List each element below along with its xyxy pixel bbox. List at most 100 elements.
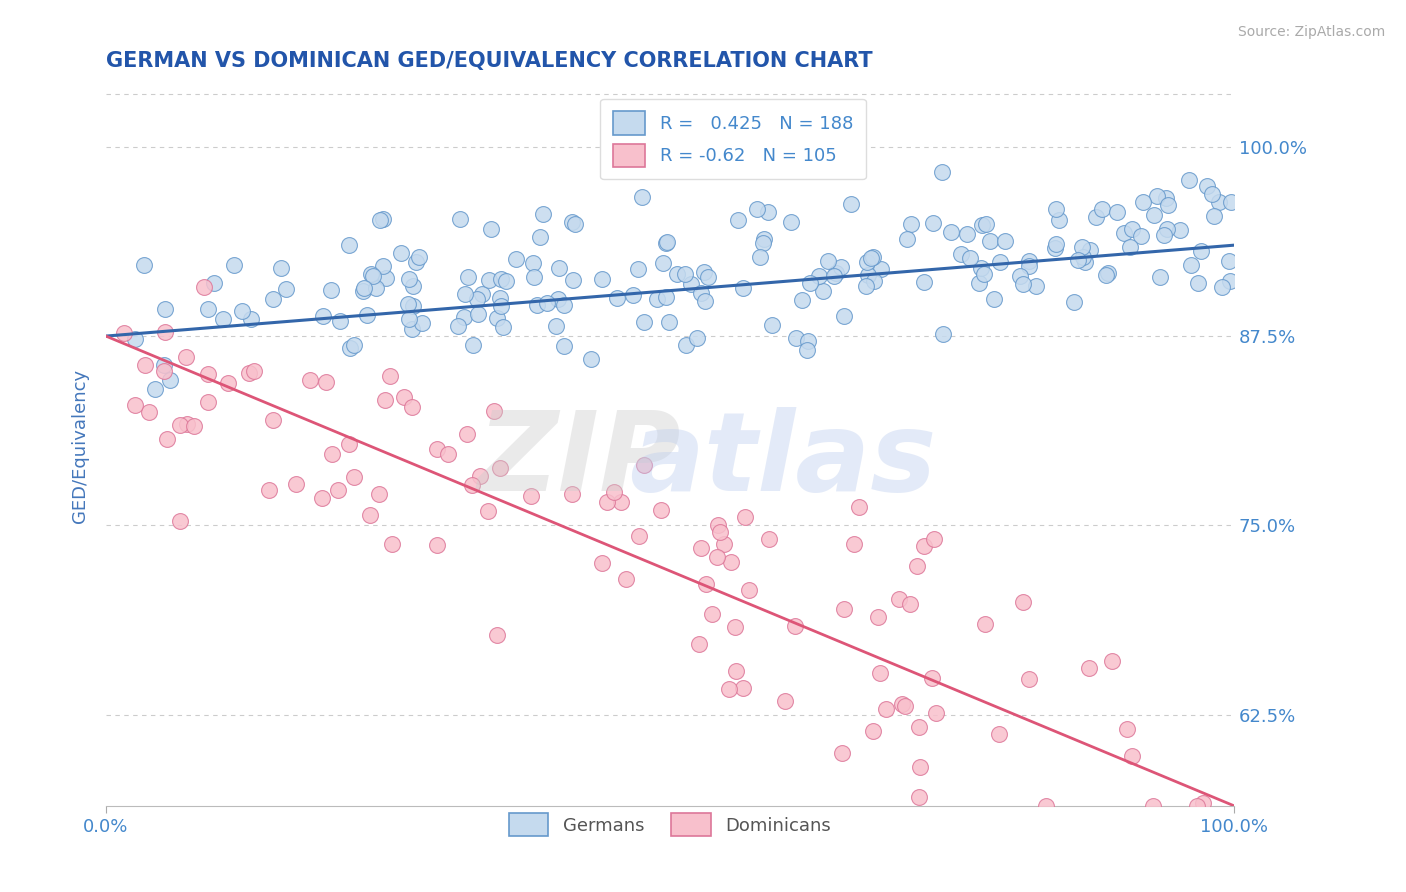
Point <box>153 358 176 372</box>
Point <box>697 270 720 285</box>
Point <box>1018 259 1040 273</box>
Point <box>614 572 637 586</box>
Point <box>1008 268 1031 283</box>
Point <box>152 364 174 378</box>
Point <box>262 292 284 306</box>
Point <box>823 269 845 284</box>
Point <box>974 617 997 632</box>
Point <box>773 694 796 708</box>
Point <box>1129 229 1152 244</box>
Point <box>426 442 449 456</box>
Point <box>979 234 1001 248</box>
Point <box>156 432 179 446</box>
Point <box>1168 223 1191 237</box>
Point <box>1025 278 1047 293</box>
Point <box>725 664 748 678</box>
Point <box>337 237 360 252</box>
Point <box>627 529 650 543</box>
Point <box>368 212 391 227</box>
Point <box>381 537 404 551</box>
Point <box>486 310 509 325</box>
Point <box>262 413 284 427</box>
Point <box>231 303 253 318</box>
Point <box>756 204 779 219</box>
Text: ZIP: ZIP <box>478 407 682 514</box>
Point <box>688 637 710 651</box>
Point <box>143 382 166 396</box>
Point <box>652 256 675 270</box>
Point <box>159 373 181 387</box>
Point <box>1074 255 1097 269</box>
Point <box>783 619 806 633</box>
Point <box>360 267 382 281</box>
Point <box>603 484 626 499</box>
Point <box>526 298 548 312</box>
Point <box>1146 189 1168 203</box>
Point <box>402 300 425 314</box>
Point <box>709 525 731 540</box>
Point <box>1202 209 1225 223</box>
Point <box>912 539 935 553</box>
Point <box>361 269 384 284</box>
Point <box>856 268 879 282</box>
Point <box>392 391 415 405</box>
Point <box>780 215 803 229</box>
Point <box>1071 240 1094 254</box>
Point <box>747 202 769 216</box>
Point <box>655 235 678 249</box>
Point <box>1018 253 1040 268</box>
Point <box>974 217 997 231</box>
Point <box>666 267 689 281</box>
Point <box>813 284 835 298</box>
Point <box>461 477 484 491</box>
Point <box>1185 798 1208 813</box>
Point <box>650 503 672 517</box>
Point <box>312 309 335 323</box>
Point <box>905 558 928 573</box>
Point <box>489 272 512 286</box>
Point <box>707 518 730 533</box>
Point <box>675 337 697 351</box>
Point <box>731 281 754 295</box>
Point <box>401 322 423 336</box>
Point <box>869 666 891 681</box>
Point <box>1219 194 1241 209</box>
Point <box>1071 251 1094 265</box>
Point <box>967 276 990 290</box>
Point <box>197 394 219 409</box>
Point <box>401 400 423 414</box>
Point <box>465 292 488 306</box>
Point <box>797 334 820 348</box>
Point <box>352 285 374 299</box>
Point <box>645 292 668 306</box>
Point <box>994 234 1017 248</box>
Point <box>398 311 420 326</box>
Point <box>153 301 176 316</box>
Point <box>988 254 1011 268</box>
Point <box>875 702 897 716</box>
Point <box>449 211 471 226</box>
Point <box>481 222 503 236</box>
Point <box>921 671 943 685</box>
Point <box>482 404 505 418</box>
Point <box>738 583 761 598</box>
Point <box>124 332 146 346</box>
Point <box>907 790 929 805</box>
Point <box>1154 190 1177 204</box>
Point <box>1119 240 1142 254</box>
Point <box>561 487 583 501</box>
Point <box>1157 198 1180 212</box>
Point <box>754 231 776 245</box>
Point <box>284 476 307 491</box>
Point <box>523 270 546 285</box>
Point <box>270 261 292 276</box>
Point <box>468 469 491 483</box>
Point <box>134 358 156 372</box>
Point <box>1063 295 1085 310</box>
Point <box>1192 797 1215 811</box>
Point <box>520 490 543 504</box>
Point <box>371 259 394 273</box>
Point <box>581 352 603 367</box>
Point <box>727 212 749 227</box>
Point <box>183 418 205 433</box>
